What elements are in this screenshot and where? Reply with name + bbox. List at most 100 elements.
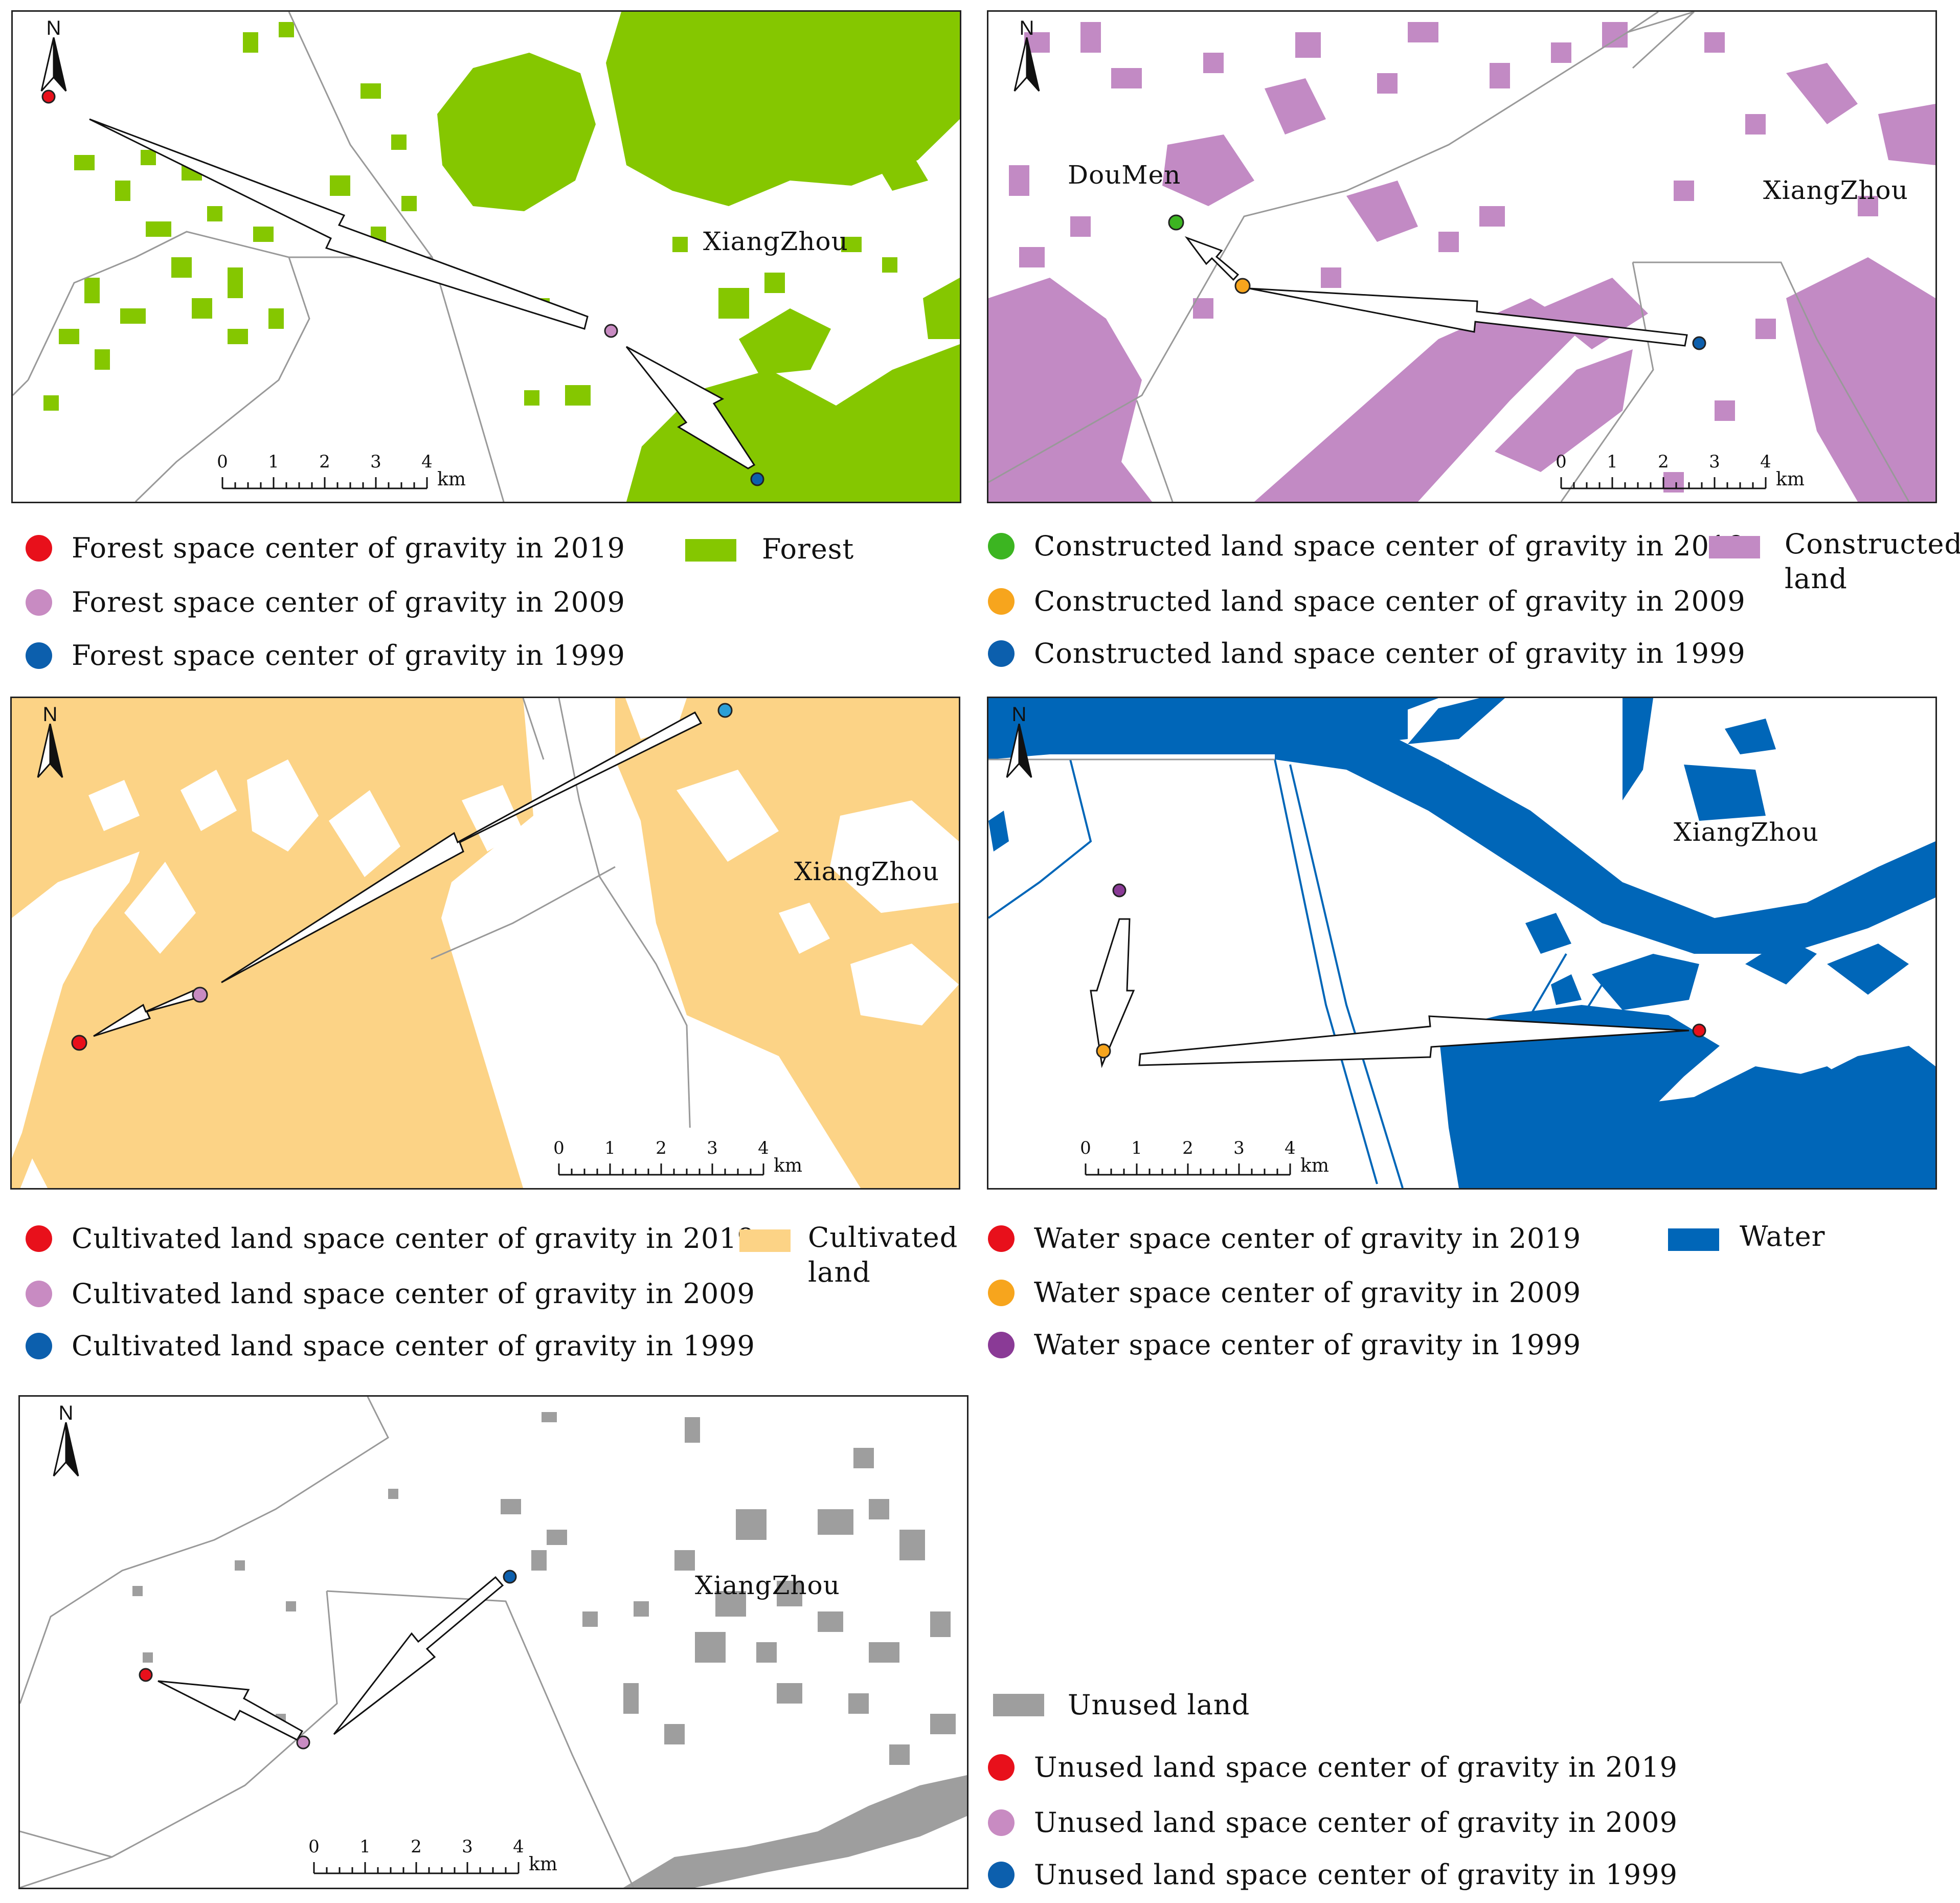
constructed-land-cover xyxy=(988,63,1935,502)
legend-text: Unused land space center of gravity in 2… xyxy=(1034,1751,1678,1783)
legend-text: Cultivated land space center of gravity … xyxy=(72,1330,755,1362)
scale-tick-label: 1 xyxy=(604,1138,616,1158)
scale-tick-label: 4 xyxy=(1285,1138,1296,1158)
legend-dot xyxy=(988,1331,1015,1358)
place-label-doumen: DouMen xyxy=(1068,160,1181,190)
district-boundaries xyxy=(13,12,505,502)
legend-row: Constructed land space center of gravity… xyxy=(988,585,1746,617)
constructed-swatch-label: Constructed land xyxy=(1785,527,1960,596)
legend-row: Water space center of gravity in 2019 xyxy=(988,1222,1581,1255)
water-swatch-label: Water xyxy=(1740,1220,1826,1252)
water-centroid-arrows xyxy=(1090,918,1689,1068)
forest-map-panel: XiangZhou N 0 1 2 3 4 km xyxy=(11,10,961,503)
scale-tick-label: 2 xyxy=(1658,452,1669,472)
swatch-label-line: land xyxy=(808,1256,871,1288)
north-arrow-icon xyxy=(37,724,63,778)
arrow-2009-to-2019 xyxy=(89,118,589,330)
place-label-xiangzhou: XiangZhou xyxy=(794,857,939,886)
legend-row: Unused land space center of gravity in 1… xyxy=(988,1859,1678,1891)
scale-tick-label: 0 xyxy=(1080,1138,1091,1158)
district-boundaries xyxy=(20,1397,635,1888)
scale-unit-label: km xyxy=(1300,1155,1329,1176)
constructed-legend: Constructed land space center of gravity… xyxy=(988,528,1960,683)
scale-bar-line xyxy=(558,1163,764,1176)
water-cover xyxy=(988,698,1935,1188)
legend-row: Unused land space center of gravity in 2… xyxy=(988,1751,1678,1783)
centroid-1999-dot xyxy=(503,1570,517,1584)
scale-tick-label: 1 xyxy=(1607,452,1618,472)
north-arrow-icon xyxy=(53,1422,79,1476)
arrow-2009-to-2019 xyxy=(93,987,202,1037)
legend-row: Forest space center of gravity in 1999 xyxy=(26,639,625,671)
legend-dot xyxy=(26,534,52,562)
centroid-1999-dot xyxy=(1112,883,1127,898)
forest-map-canvas xyxy=(13,12,960,502)
legend-dot xyxy=(26,1225,52,1252)
scale-tick-label: 3 xyxy=(707,1138,718,1158)
north-arrow-icon xyxy=(40,37,67,92)
legend-row: Constructed land space center of gravity… xyxy=(988,637,1746,669)
scale-mask xyxy=(1070,1128,1316,1188)
forest-swatch xyxy=(685,539,736,562)
cultivated-centroid-arrows xyxy=(93,711,703,1037)
forest-land-cover xyxy=(437,12,960,502)
centroid-2019-dot xyxy=(41,89,56,104)
north-arrow-icon xyxy=(1013,37,1040,92)
cultivated-map-canvas xyxy=(12,698,959,1188)
swatch-label-line: Constructed xyxy=(1785,528,1960,560)
arrow-2009-to-2019 xyxy=(1184,236,1240,281)
cultivated-legend: Cultivated land space center of gravity … xyxy=(26,1220,977,1376)
scale-bar: 0 1 2 3 4 km xyxy=(1080,1138,1329,1184)
water-legend: Water space center of gravity in 2019 Wa… xyxy=(988,1220,1939,1376)
scale-tick-label: 3 xyxy=(462,1837,473,1857)
cultivated-voids xyxy=(12,698,959,1188)
centroid-2019-dot xyxy=(71,1035,87,1051)
north-arrow: N xyxy=(1011,17,1042,94)
scale-tick-label: 0 xyxy=(553,1138,565,1158)
north-arrow: N xyxy=(35,703,65,780)
legend-dot xyxy=(988,1809,1015,1836)
legend-row: Constructed land space center of gravity… xyxy=(988,530,1746,562)
scale-bar-line xyxy=(1085,1163,1291,1176)
legend-dot xyxy=(26,642,52,669)
legend-row: Unused land space center of gravity in 2… xyxy=(988,1806,1678,1839)
constructed-patches xyxy=(1009,22,1878,492)
scale-tick-label: 0 xyxy=(1556,452,1567,472)
constructed-swatch xyxy=(1709,536,1760,558)
legend-dot xyxy=(988,640,1015,667)
centroid-2009-dot xyxy=(296,1735,310,1750)
legend-row: Cultivated land space center of gravity … xyxy=(26,1222,755,1255)
scale-tick-label: 0 xyxy=(217,452,228,472)
legend-dot xyxy=(26,1332,52,1359)
centroid-2009-dot xyxy=(604,324,618,338)
place-label-xiangzhou: XiangZhou xyxy=(1674,817,1819,847)
north-label: N xyxy=(1019,17,1034,39)
north-label: N xyxy=(58,1402,74,1424)
swatch-label-line: Cultivated xyxy=(808,1221,958,1253)
scale-tick-label: 4 xyxy=(421,452,433,472)
unused-centroid-arrows xyxy=(157,1576,504,1741)
legend-text: Forest space center of gravity in 2019 xyxy=(72,532,625,564)
centroid-2019-dot xyxy=(1168,214,1184,231)
legend-text: Constructed land space center of gravity… xyxy=(1034,637,1746,669)
constructed-map-canvas xyxy=(988,12,1935,502)
north-arrow: N xyxy=(1004,703,1034,780)
cultivated-swatch-label: Cultivated land xyxy=(808,1220,958,1290)
legend-text: Cultivated land space center of gravity … xyxy=(72,1278,755,1310)
water-centroids xyxy=(1096,883,1706,1059)
legend-row: Water space center of gravity in 2009 xyxy=(988,1277,1581,1309)
arrow-1999-to-2009 xyxy=(221,711,703,983)
water-map-panel: XiangZhou N 0 1 2 3 4 km xyxy=(987,697,1937,1190)
legend-text: Cultivated land space center of gravity … xyxy=(72,1222,755,1255)
place-label-xiangzhou: XiangZhou xyxy=(703,227,848,256)
arrow-1999-to-2009 xyxy=(625,346,756,469)
scale-bar-line xyxy=(221,477,428,489)
legend-row: Forest space center of gravity in 2019 xyxy=(26,532,625,564)
legend-dot xyxy=(988,1754,1015,1781)
north-label: N xyxy=(1011,703,1027,726)
centroid-2009-dot xyxy=(192,987,208,1003)
centroid-1999-dot xyxy=(750,472,764,486)
legend-text: Constructed land space center of gravity… xyxy=(1034,585,1746,617)
north-label: N xyxy=(42,703,58,726)
place-label-xiangzhou: XiangZhou xyxy=(1763,175,1908,205)
